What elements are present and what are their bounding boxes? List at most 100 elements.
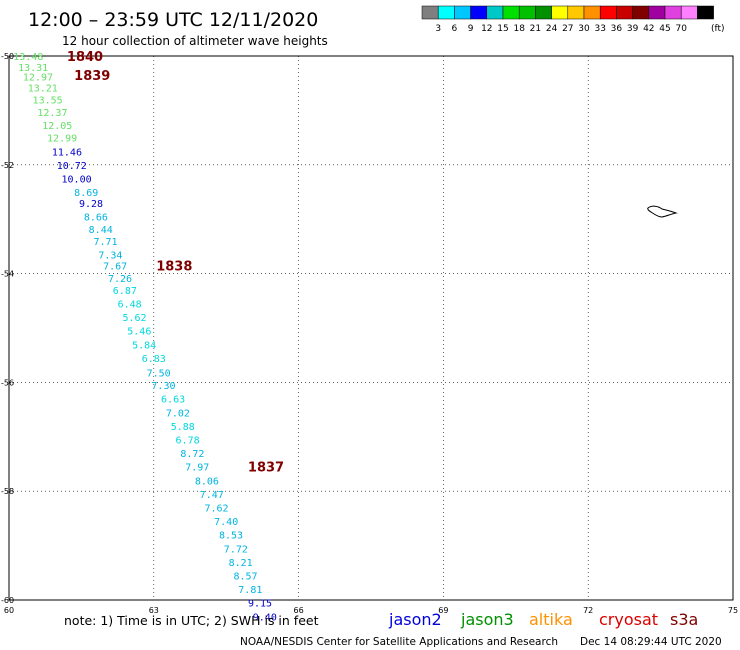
island-outline (647, 205, 678, 218)
swh-value-label: 13.55 (33, 96, 63, 107)
wave-height-color-legend: 3 6 9 12 15 18 21 24 27 30 33 36 39 42 45 70 (421, 5, 714, 34)
legend-swatch (470, 5, 488, 20)
satellite-name-s3a: s3a (670, 610, 698, 629)
satellite-name-jason2: jason2 (388, 610, 442, 629)
swh-value-label: 8.21 (229, 558, 253, 569)
pass-time-label: 1837 (248, 461, 284, 476)
legend-label: 36 (611, 24, 623, 34)
swh-value-label: 7.97 (185, 463, 209, 474)
lat-tick-label: -58 (1, 487, 14, 496)
satellite-legend: jason2 jason3 altika cryosat s3a (388, 610, 698, 629)
legend-label: 33 (594, 24, 605, 34)
legend-label: 70 (675, 24, 687, 34)
swh-value-label: 7.62 (204, 504, 228, 515)
swh-value-label: 7.81 (238, 585, 262, 596)
legend-swatch (551, 5, 569, 20)
swh-value-label: 13.21 (28, 84, 58, 95)
swh-value-label: 7.47 (200, 490, 224, 501)
graticule (9, 56, 733, 600)
legend-swatch (454, 5, 471, 20)
lon-tick-label: 60 (4, 606, 14, 615)
lon-tick-label: 66 (294, 606, 304, 615)
legend-label: 24 (546, 24, 558, 34)
legend-label: 39 (627, 24, 639, 34)
swh-value-label: 8.44 (89, 225, 113, 236)
swh-value-label: 8.72 (180, 449, 204, 460)
lon-tick-label: 75 (728, 606, 738, 615)
swh-value-label: 7.67 (103, 261, 127, 272)
swh-value-label: 12.99 (47, 134, 77, 145)
legend-swatch (616, 5, 633, 20)
lon-tick-label: 72 (583, 606, 593, 615)
swh-value-label: 7.30 (151, 381, 175, 392)
swh-value-label: 6.87 (113, 286, 137, 297)
legend-swatch (697, 5, 714, 20)
legend-swatch (567, 5, 585, 20)
swh-value-label: 7.72 (224, 544, 248, 555)
credit-text: NOAA/NESDIS Center for Satellite Applica… (240, 636, 558, 648)
pass-time-label: 1839 (74, 69, 110, 84)
legend-label: 3 (435, 24, 441, 34)
generated-timestamp: Dec 14 08:29:44 UTC 2020 (580, 636, 722, 648)
swh-value-label: 9.15 (248, 599, 272, 610)
swh-value-label: 6.83 (142, 354, 166, 365)
swh-value-label: 9.40 (253, 612, 277, 623)
swh-value-label: 7.26 (108, 274, 132, 285)
lon-tick-label: 69 (438, 606, 448, 615)
legend-label: 45 (659, 24, 670, 34)
map-subtitle: 12 hour collection of altimeter wave hei… (62, 34, 328, 48)
satellite-name-jason3: jason3 (460, 610, 514, 629)
swh-value-label: 8.53 (219, 531, 243, 542)
lat-tick-label: -60 (1, 596, 14, 605)
legend-swatch (632, 5, 650, 20)
swh-value-label: 8.66 (84, 212, 108, 223)
legend-unit-label: (ft) (711, 24, 725, 34)
swh-value-label: 5.46 (127, 327, 151, 338)
lat-tick-label: -56 (1, 378, 14, 387)
satellite-name-altika: altika (529, 610, 573, 629)
legend-swatch (437, 5, 455, 20)
legend-swatch (421, 5, 439, 20)
legend-swatch (648, 5, 666, 20)
swh-value-label: 10.00 (62, 174, 92, 185)
swh-value-label: 7.02 (166, 408, 190, 419)
plot-frame (8, 55, 734, 601)
swh-value-label: 7.71 (93, 237, 117, 248)
swh-value-label: 8.57 (233, 572, 257, 583)
swh-value-label: 12.97 (23, 73, 53, 84)
swh-value-label: 5.84 (132, 340, 156, 351)
map-title: 12:00 – 23:59 UTC 12/11/2020 (28, 9, 318, 31)
swh-value-label: 13.31 (18, 63, 48, 74)
swh-value-label: 6.63 (161, 395, 185, 406)
legend-swatch (664, 5, 682, 20)
legend-swatch (518, 5, 536, 20)
legend-label: 6 (452, 24, 458, 34)
swh-value-label: 7.50 (147, 369, 171, 380)
pass-time-label: 1838 (156, 259, 192, 274)
legend-label: 42 (643, 24, 654, 34)
swh-value-label: 7.34 (98, 251, 122, 262)
legend-label: 27 (562, 24, 573, 34)
swh-value-label: 9.28 (79, 199, 103, 210)
swh-value-label: 10.72 (57, 161, 87, 172)
lat-tick-label: -52 (1, 161, 14, 170)
lat-tick-label: -54 (1, 270, 14, 279)
swh-value-label: 5.88 (171, 422, 195, 433)
legend-swatch (680, 5, 698, 20)
legend-label: 15 (497, 24, 508, 34)
swh-value-label: 6.48 (118, 300, 142, 311)
swh-value-label: 11.46 (52, 148, 82, 159)
footer-note: note: 1) Time is in UTC; 2) SWH is in fe… (64, 613, 319, 628)
swh-value-label: 12.05 (42, 121, 72, 132)
satellite-name-cryosat: cryosat (599, 610, 658, 629)
legend-label: 12 (481, 24, 492, 34)
pass-time-label: 1840 (67, 50, 103, 65)
swh-value-label: 8.69 (74, 188, 98, 199)
swh-value-label: 7.40 (214, 517, 238, 528)
pass-time-labels: 1840 1839 1838 1837 (67, 50, 284, 476)
legend-swatch (502, 5, 520, 20)
swh-value-label: 6.78 (176, 436, 200, 447)
